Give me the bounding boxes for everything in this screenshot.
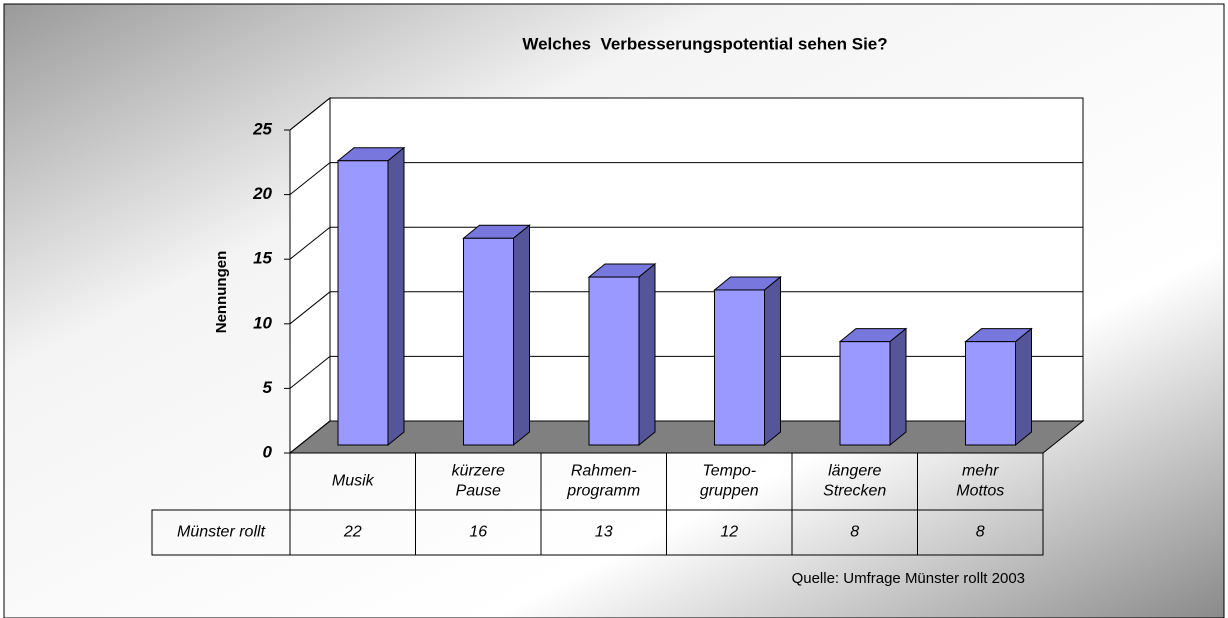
grid-line	[289, 355, 1083, 389]
grid-line	[289, 420, 1083, 454]
y-tick-label: 10	[253, 313, 272, 332]
bar-side	[513, 224, 530, 447]
bar	[463, 237, 514, 446]
bar-side	[387, 146, 405, 447]
y-tick-label: 25	[252, 119, 272, 138]
source-note: Quelle: Umfrage Münster rollt 2003	[792, 570, 1025, 587]
bar-side	[764, 275, 781, 447]
y-tick-label: 5	[263, 378, 273, 397]
table-row	[151, 509, 1044, 556]
table-value: 8	[976, 524, 985, 541]
grid-line	[289, 162, 1083, 195]
grid-line	[289, 97, 1083, 131]
bar-side	[638, 262, 656, 447]
category-label: programm	[566, 483, 640, 500]
category-label: Tempo-	[702, 463, 756, 480]
category-label: Mottos	[956, 483, 1004, 500]
y-tick-label: 15	[253, 249, 272, 268]
category-label: Rahmen-	[571, 463, 637, 480]
table-value: 12	[720, 524, 738, 541]
table-value: 8	[850, 524, 859, 541]
category-label: kürzere	[452, 463, 505, 480]
bar	[337, 160, 389, 446]
bar	[839, 341, 891, 446]
y-tick-label: 0	[263, 442, 273, 461]
side-wall	[289, 96, 331, 455]
grid-line	[289, 291, 1083, 325]
y-tick-label: 20	[252, 184, 272, 203]
floor	[288, 420, 1085, 454]
bar-side	[889, 327, 907, 447]
category-label: Pause	[456, 483, 501, 500]
table-value: 13	[595, 524, 613, 541]
category-label: gruppen	[700, 483, 759, 500]
grid-line	[289, 226, 1083, 260]
y-axis-label: Nennungen	[213, 251, 230, 334]
bar	[714, 289, 765, 446]
category-label: mehr	[962, 463, 999, 480]
bar	[965, 341, 1016, 446]
table-value: 22	[343, 524, 362, 541]
table-value: 16	[469, 524, 487, 541]
bar-side	[1015, 327, 1032, 447]
category-label: Musik	[332, 473, 375, 490]
series-name: Münster rollt	[177, 524, 266, 541]
category-label: Strecken	[823, 483, 886, 500]
bar	[588, 276, 640, 446]
chart-title: Welches Verbesserungspotential sehen Sie…	[522, 34, 887, 53]
category-label: längere	[828, 463, 881, 480]
